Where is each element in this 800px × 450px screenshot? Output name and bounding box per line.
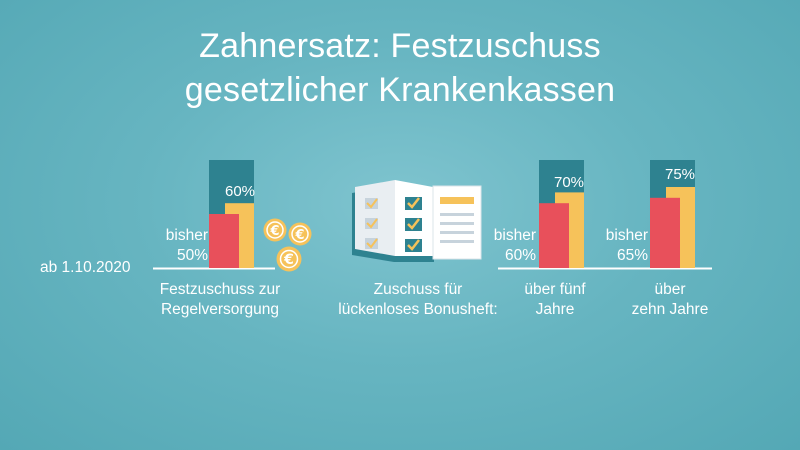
title-line-1: Zahnersatz: Festzuschuss (199, 27, 601, 65)
bar-old-group-3 (650, 197, 680, 268)
old-label-group-2: bisher 60% (480, 226, 536, 266)
old-label-group-1: bisher 50% (150, 226, 208, 266)
old-label-line2: 60% (504, 247, 536, 264)
old-label-line1: bisher (493, 227, 536, 244)
old-label-line1: bisher (165, 227, 208, 244)
old-label-line2: 50% (176, 247, 208, 264)
category-label-group-3: über zehn Jahre (620, 280, 720, 320)
bar-old-group-2 (539, 203, 569, 268)
category-line1: über (654, 281, 686, 298)
bonus-label-line2: lückenloses Bonusheft: (338, 301, 498, 318)
old-label-line1: bisher (605, 227, 648, 244)
svg-text:€: € (283, 252, 294, 268)
bars-group (209, 160, 695, 268)
new-label-group-2: 70% (553, 174, 585, 191)
bonus-booklet-icon (352, 180, 482, 262)
category-line1: über fünf (524, 281, 586, 298)
category-label-group-1: Festzuschuss zur Regelversorgung (150, 280, 290, 320)
new-label-group-3: 75% (664, 166, 696, 183)
title-line-2: gesetzlicher Krankenkassen (184, 71, 616, 109)
category-line2: zehn Jahre (631, 301, 709, 318)
new-label-group-1: 60% (224, 183, 256, 200)
old-label-group-3: bisher 65% (592, 226, 648, 266)
category-line2: Regelversorgung (160, 301, 280, 318)
euro-coin-icon: € € € (263, 218, 312, 272)
category-label-group-2: über fünf Jahre (505, 280, 605, 320)
bonus-label-line1: Zuschuss für (373, 281, 463, 298)
bonus-label: Zuschuss für lückenloses Bonusheft: (330, 280, 506, 320)
category-line2: Jahre (535, 301, 575, 318)
chart-title: Zahnersatz: Festzuschuss gesetzlicher Kr… (0, 24, 800, 112)
old-label-line2: 65% (616, 247, 648, 264)
svg-text:€: € (294, 228, 304, 243)
category-line1: Festzuschuss zur (159, 281, 281, 298)
bar-old-group-1 (209, 214, 239, 268)
date-label: ab 1.10.2020 (40, 259, 131, 276)
svg-text:€: € (269, 224, 279, 239)
